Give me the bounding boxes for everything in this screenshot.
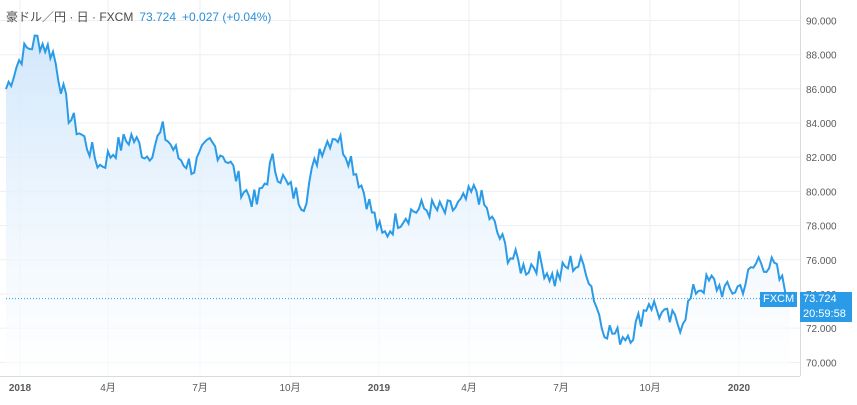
price-tick-label: 80.000	[806, 187, 837, 198]
price-tick-label: 78.000	[806, 222, 837, 233]
price-source-tag: FXCM	[760, 291, 798, 307]
price-area	[6, 35, 790, 376]
time-tick-label: 7月	[553, 382, 569, 394]
price-tick-label: 72.000	[806, 324, 837, 335]
price-tick-label: 84.000	[806, 119, 837, 130]
time-tick-label: 2018	[9, 383, 32, 394]
time-tick-label: 10月	[639, 382, 660, 394]
price-tick-label: 90.000	[806, 17, 837, 28]
countdown-value: 20:59:58	[803, 307, 846, 320]
time-axis[interactable]: 2018 4月 7月 10月 2019 4月 7月 10月 2020	[9, 382, 751, 394]
chart-legend: 豪ドル／円 · 日 · FXCM 73.724 +0.027 (+0.04%)	[6, 8, 271, 25]
time-tick-label: 4月	[461, 382, 477, 394]
time-tick-label: 7月	[192, 382, 208, 394]
price-tick-label: 88.000	[806, 51, 837, 62]
time-tick-label: 10月	[279, 382, 300, 394]
price-tick-label: 70.000	[806, 358, 837, 369]
current-price-value: 73.724	[803, 292, 837, 305]
price-tick-label: 86.000	[806, 85, 837, 96]
price-tick-label: 76.000	[806, 256, 837, 267]
time-tick-label: 2019	[368, 383, 391, 394]
source-label: FXCM	[763, 292, 795, 305]
time-tick-label: 4月	[100, 382, 116, 394]
price-line[interactable]	[5, 34, 791, 345]
price-change-value: +0.027 (+0.04%)	[182, 9, 272, 24]
last-price-value: 73.724	[139, 9, 177, 24]
countdown-flag: 20:59:58	[800, 306, 852, 322]
time-tick-label: 2020	[728, 383, 751, 394]
current-price-flag: 73.724	[800, 291, 852, 307]
symbol-label[interactable]: 豪ドル／円 · 日 · FXCM	[6, 10, 134, 24]
price-tick-label: 82.000	[806, 153, 837, 164]
